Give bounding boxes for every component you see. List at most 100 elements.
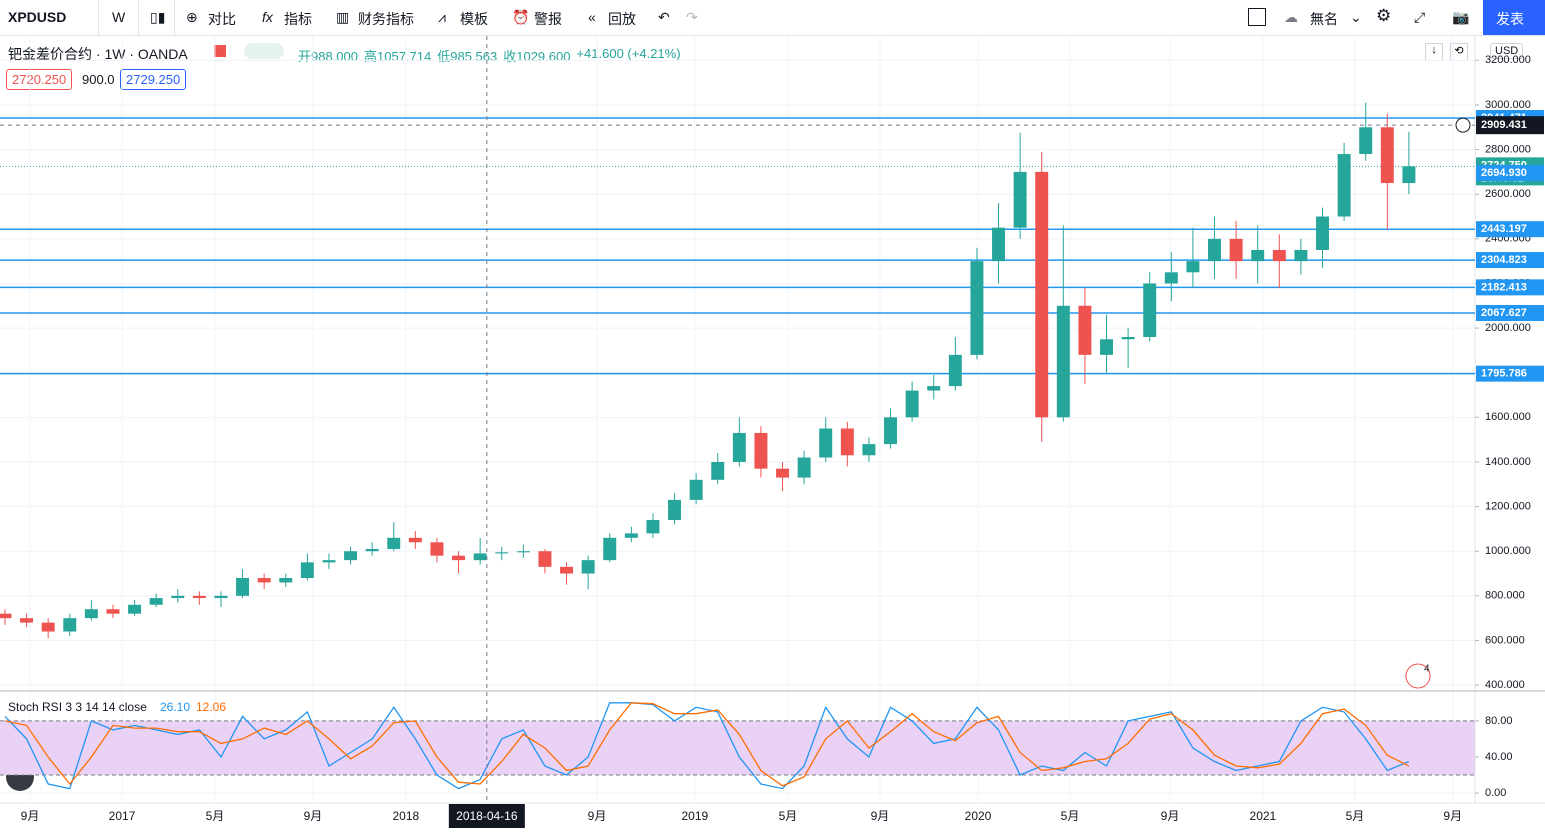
candle-body (948, 354, 962, 387)
candle-body (365, 548, 379, 552)
chart: Stoch RSI 3 3 14 14 close 26.10 12.06 4 … (0, 36, 1545, 828)
icon-fx[interactable]: fx (262, 9, 273, 25)
candle-body (538, 551, 552, 567)
fullscreen[interactable]: ⤢ (1414, 9, 1426, 25)
status-pill (244, 43, 284, 59)
replay[interactable]: 回放 (608, 11, 636, 27)
candle-body (516, 551, 530, 553)
redo[interactable]: ↷ (686, 9, 698, 25)
ask[interactable]: 2729.250 (120, 69, 187, 90)
x-tick-label: 2017 (109, 809, 136, 823)
y-tick-label: 1000.000 (1485, 545, 1531, 557)
undo[interactable]: ↶ (658, 9, 670, 25)
candle-body (884, 417, 898, 445)
candle-body (322, 560, 336, 563)
icon-candles[interactable]: ▯▮ (150, 9, 166, 25)
layout-icon[interactable] (1248, 8, 1266, 26)
candle-body (1056, 305, 1070, 418)
candle-body (279, 577, 293, 583)
candle-body (754, 432, 768, 469)
candle-body (624, 533, 638, 538)
x-tick-label: 9月 (871, 809, 890, 823)
y-tick-label: 600.000 (1485, 634, 1525, 646)
icon-template[interactable]: ⩘ (438, 9, 446, 25)
price-label: 2182.413 (1481, 281, 1527, 293)
y-tick-label: 800.000 (1485, 590, 1525, 602)
alerts[interactable]: 警报 (534, 11, 562, 27)
candle-body (214, 595, 228, 599)
settings[interactable]: ⚙ (1376, 6, 1392, 25)
icon-replay[interactable]: « (588, 9, 596, 25)
x-tick-label: 5月 (1061, 809, 1080, 823)
y-tick-label: 1600.000 (1485, 411, 1531, 423)
legend-title: 钯金差价合约 · 1W · OANDA (8, 46, 188, 62)
y-tick-label: 3200.000 (1485, 54, 1531, 66)
y-tick-label: 2000.000 (1485, 322, 1531, 334)
candle-body (603, 537, 617, 561)
snapshot[interactable]: 📷 (1452, 9, 1470, 25)
candle-body (1121, 337, 1135, 340)
candle-body (1402, 166, 1416, 184)
price-label-box (1476, 252, 1544, 269)
candle-body (1035, 171, 1049, 418)
price-label-box (1476, 279, 1544, 296)
interval[interactable]: W (112, 9, 126, 25)
candle-body (1164, 272, 1178, 284)
indicators[interactable]: 指标 (284, 11, 312, 27)
candle-body (1143, 283, 1157, 338)
icon-compare[interactable]: ⊕ (186, 9, 198, 25)
price-label: 1795.786 (1481, 368, 1527, 380)
cloud-icon[interactable]: ☁ (1284, 9, 1298, 25)
candle-body (1294, 249, 1308, 262)
price-label: 2067.627 (1481, 307, 1527, 319)
candle-body (84, 609, 98, 619)
badge: 4 (1424, 664, 1430, 675)
crosshair-date: 2018-04-16 (456, 809, 518, 823)
flag (214, 45, 226, 57)
price-label: 2304.823 (1481, 254, 1527, 266)
x-tick-label: 9月 (588, 809, 607, 823)
stoch-band (0, 720, 1475, 776)
bid[interactable]: 2720.250 (6, 69, 73, 90)
y-tick-label: 0.00 (1485, 787, 1506, 799)
candle-body (560, 566, 574, 574)
candle-body (452, 555, 466, 561)
candle-body (581, 560, 595, 574)
candle-body (41, 622, 55, 632)
calendar-icon[interactable] (1405, 663, 1431, 689)
layout-name[interactable]: 無名 (1310, 11, 1338, 27)
icon-alert[interactable]: ⏰ (512, 9, 530, 25)
financials[interactable]: 财务指标 (358, 11, 414, 27)
stoch-title: Stoch RSI 3 3 14 14 close (8, 700, 147, 714)
candle-body (1208, 238, 1221, 262)
price-label-box (1476, 365, 1544, 382)
dropdown[interactable]: ⌄ (1350, 9, 1362, 25)
candle-body (192, 595, 206, 599)
candle-body (668, 499, 682, 520)
candle-body (128, 604, 142, 614)
y-tick-label: 400.000 (1485, 679, 1525, 691)
candle-body (106, 609, 120, 614)
x-tick-label: 5月 (779, 809, 798, 823)
spread: 900.0 (82, 72, 115, 87)
prev-price-label: 2694.930 (1481, 167, 1527, 179)
stoch-line (4, 702, 1410, 790)
compare[interactable]: 对比 (208, 11, 236, 27)
icon-bars[interactable]: ▥ (336, 9, 350, 25)
candle-body (1251, 249, 1265, 262)
candle-body (300, 562, 314, 578)
templates[interactable]: 模板 (460, 11, 488, 27)
candle-body (1380, 127, 1394, 184)
candle-body (992, 227, 1006, 262)
currency[interactable]: USD (1490, 43, 1524, 59)
publish-button[interactable]: 发表 (1483, 0, 1545, 35)
candle-body (689, 479, 703, 500)
candle-body (840, 428, 854, 456)
x-tick-label: 2019 (681, 809, 708, 823)
candle-body (819, 428, 833, 458)
publish[interactable]: 发表 (1496, 11, 1524, 27)
candle-body (776, 468, 790, 478)
y-tick-label: 1200.000 (1485, 500, 1531, 512)
symbol[interactable]: XPDUSD (8, 9, 67, 25)
